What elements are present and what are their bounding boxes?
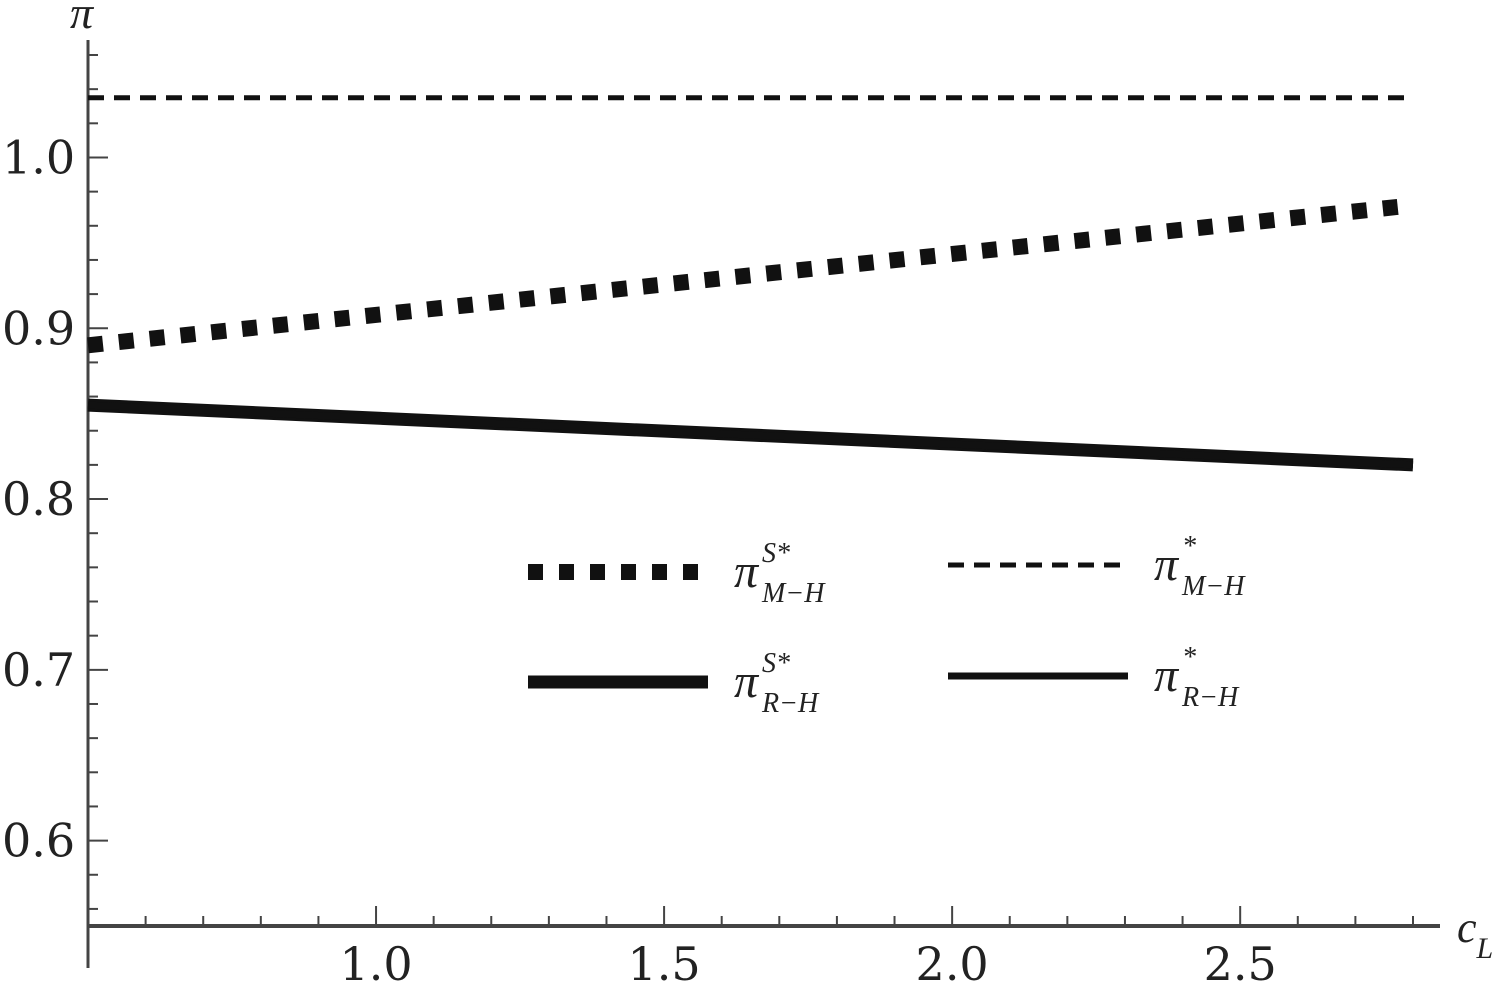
legend-label-sub-pi_s_mh: M−H <box>761 578 826 609</box>
x-tick-label: 1.5 <box>628 937 701 986</box>
legend-label-sub-pi_mh: M−H <box>1181 571 1246 602</box>
x-axis-label: cL <box>1457 903 1493 965</box>
y-tick-label: 0.6 <box>2 814 75 868</box>
legend-label-pi_rh: π <box>1154 649 1180 702</box>
x-tick-label: 2.5 <box>1204 937 1277 986</box>
x-tick-label: 2.0 <box>916 937 989 986</box>
x-axis-label-subscript: L <box>1476 932 1494 965</box>
legend-label-sup-pi_mh: * <box>1182 531 1196 562</box>
y-tick-label: 0.9 <box>2 301 75 355</box>
legend-label-sub-pi_s_rh: R−H <box>761 688 820 719</box>
x-tick-label: 1.0 <box>339 937 412 986</box>
y-tick-label: 1.0 <box>2 130 75 184</box>
legend-label-sup-pi_s_rh: S* <box>762 648 790 679</box>
legend-label-sup-pi_rh: * <box>1182 642 1196 673</box>
chart-legend: π S*M−Hπ *M−Hπ S*R−Hπ *R−H <box>528 531 1246 719</box>
series-line-pi_rh <box>87 401 1414 469</box>
y-tick-label: 0.8 <box>2 472 75 526</box>
series-line-pi_s_mh <box>87 197 1414 354</box>
legend-label-sup-pi_s_mh: S* <box>762 538 790 569</box>
legend-label-pi_s_mh: π <box>734 545 760 598</box>
legend-label-pi_mh: π <box>1154 538 1180 591</box>
legend-label-pi_s_rh: π <box>734 655 760 708</box>
y-axis-label: π <box>70 0 95 38</box>
chart-series <box>87 95 1414 472</box>
legend-label-sub-pi_rh: R−H <box>1181 682 1240 713</box>
y-tick-label: 0.7 <box>2 643 75 697</box>
